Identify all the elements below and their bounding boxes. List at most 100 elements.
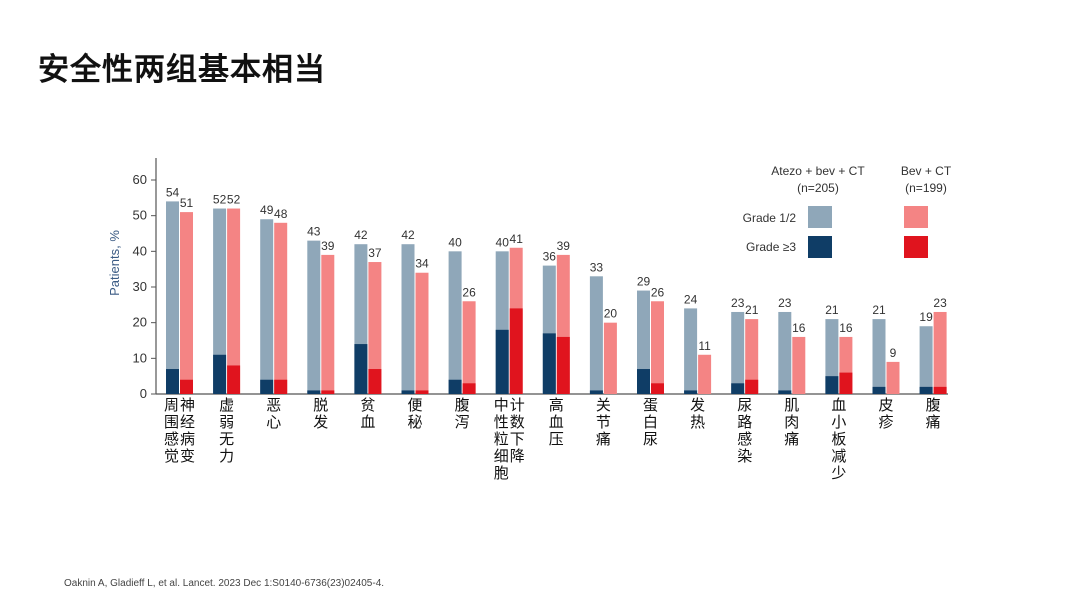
data-label-bev: 9 — [890, 346, 897, 360]
data-label-atezo: 54 — [166, 185, 180, 199]
category-label-char: 感 — [737, 430, 752, 448]
bar-atezo-grade3 — [589, 390, 603, 394]
data-label-atezo: 29 — [637, 275, 651, 289]
category-label-char: 节 — [596, 413, 611, 431]
bar-atezo-grade12 — [307, 240, 321, 394]
bar-bev-grade12 — [415, 272, 429, 394]
data-label-atezo: 33 — [590, 260, 604, 274]
legend-bev-title: Bev + CT — [901, 164, 952, 178]
bar-atezo-grade12 — [919, 326, 933, 394]
bar-atezo-grade3 — [495, 329, 509, 394]
data-label-atezo: 49 — [260, 203, 274, 217]
bar-atezo-grade3 — [778, 390, 792, 394]
y-axis-label: Patients, % — [107, 230, 122, 296]
category-label-char: 病 — [180, 430, 195, 448]
y-tick-label: 20 — [133, 315, 147, 330]
bar-atezo-grade12 — [872, 319, 886, 394]
data-label-bev: 11 — [698, 339, 711, 353]
category-label-char: 高 — [549, 396, 564, 414]
bar-atezo-grade3 — [542, 333, 556, 394]
legend-swatch-bev-grade3 — [904, 236, 928, 258]
category-label-char: 恶 — [266, 396, 281, 414]
category-label-char: 血 — [360, 413, 375, 431]
data-label-atezo: 21 — [872, 303, 886, 317]
category-label: 脱发 — [313, 396, 328, 431]
bar-atezo-grade3 — [684, 390, 698, 394]
data-label-bev: 20 — [604, 307, 618, 321]
category-label-char: 神 — [180, 396, 195, 414]
category-label: 腹泻 — [455, 396, 470, 431]
data-label-bev: 16 — [792, 321, 806, 335]
category-label: 蛋白尿 — [643, 396, 658, 448]
legend-swatch-bev-grade12 — [904, 206, 928, 228]
bar-atezo-grade12 — [637, 290, 650, 394]
data-label-bev: 26 — [462, 285, 476, 299]
data-label-atezo: 19 — [919, 310, 933, 324]
category-label-char: 计 — [510, 396, 525, 414]
category-label-char: 周 — [164, 396, 179, 414]
bar-atezo-grade12 — [401, 244, 415, 394]
category-label: 肌肉痛 — [784, 396, 799, 448]
category-label-char: 性 — [494, 413, 509, 431]
category-label: 便秘 — [407, 396, 422, 431]
data-label-atezo: 36 — [543, 250, 557, 264]
bar-atezo-grade3 — [825, 376, 839, 394]
bar-atezo-grade3 — [166, 369, 179, 394]
category-label-char: 便 — [407, 396, 422, 414]
data-label-atezo: 23 — [778, 296, 792, 310]
category-label-char: 白 — [643, 413, 658, 431]
bar-atezo-grade3 — [872, 386, 886, 394]
category-label-char: 小 — [831, 413, 846, 431]
data-label-atezo: 24 — [684, 292, 698, 306]
data-label-bev: 16 — [839, 321, 853, 335]
category-label-char: 关 — [596, 396, 611, 414]
bar-bev-grade12 — [274, 222, 288, 394]
bar-bev-grade12 — [462, 301, 476, 394]
data-label-bev: 37 — [368, 246, 382, 260]
bar-atezo-grade3 — [213, 354, 227, 394]
category-label: 高血压 — [549, 396, 564, 448]
data-label-bev: 21 — [745, 303, 759, 317]
category-label-char: 尿 — [737, 396, 752, 414]
category-label-char: 路 — [737, 413, 752, 431]
data-label-atezo: 40 — [496, 235, 510, 249]
bar-atezo-grade3 — [401, 390, 415, 394]
bar-bev-grade3 — [180, 379, 193, 394]
category-label-char: 弱 — [219, 413, 234, 431]
legend-grade3-label: Grade ≥3 — [746, 240, 796, 254]
category-label: 皮疹 — [878, 396, 893, 431]
category-label-char: 压 — [549, 430, 564, 448]
bar-bev-grade12 — [792, 336, 806, 394]
bar-bev-grade3 — [462, 383, 476, 394]
category-label-char: 肉 — [784, 413, 799, 431]
y-tick-label: 40 — [133, 243, 147, 258]
category-label-char: 感 — [164, 430, 179, 448]
category-label-char: 减 — [831, 447, 846, 465]
y-tick-label: 10 — [133, 350, 147, 365]
legend-bev-n: (n=199) — [905, 181, 947, 195]
citation: Oaknin A, Gladieff L, et al. Lancet. 202… — [64, 578, 385, 589]
data-label-atezo: 42 — [401, 228, 415, 242]
category-label-char: 腹 — [455, 396, 470, 414]
data-label-bev: 26 — [651, 285, 665, 299]
data-label-bev: 34 — [415, 257, 429, 271]
category-label-char: 痛 — [596, 430, 611, 448]
bar-bev-grade3 — [415, 390, 429, 394]
bar-bev-grade3 — [509, 308, 523, 394]
category-label-char: 粒 — [494, 430, 509, 448]
bar-bev-grade3 — [274, 379, 288, 394]
category-label-char: 降 — [510, 447, 525, 465]
bar-bev-grade3 — [839, 372, 853, 394]
bar-atezo-grade12 — [731, 311, 745, 394]
bar-bev-grade3 — [933, 386, 947, 394]
bar-bev-grade12 — [368, 262, 382, 394]
data-label-bev: 39 — [557, 239, 571, 253]
legend-swatch-atezo-grade3 — [808, 236, 832, 258]
data-label-bev: 39 — [321, 239, 335, 253]
category-label-char: 发 — [313, 413, 328, 431]
bar-atezo-grade3 — [260, 379, 274, 394]
bar-atezo-grade12 — [260, 219, 274, 394]
